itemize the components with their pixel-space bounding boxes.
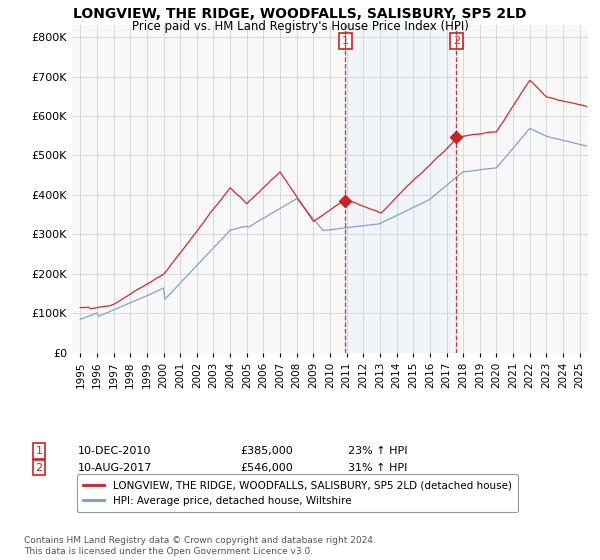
Text: 10-AUG-2017: 10-AUG-2017: [78, 463, 152, 473]
Text: Contains HM Land Registry data © Crown copyright and database right 2024.
This d: Contains HM Land Registry data © Crown c…: [24, 536, 376, 556]
Text: LONGVIEW, THE RIDGE, WOODFALLS, SALISBURY, SP5 2LD: LONGVIEW, THE RIDGE, WOODFALLS, SALISBUR…: [73, 7, 527, 21]
Text: Price paid vs. HM Land Registry's House Price Index (HPI): Price paid vs. HM Land Registry's House …: [131, 20, 469, 32]
Text: 31% ↑ HPI: 31% ↑ HPI: [348, 463, 407, 473]
Bar: [345, 25, 456, 353]
Text: 1: 1: [342, 36, 349, 46]
Text: 23% ↑ HPI: 23% ↑ HPI: [348, 446, 407, 456]
Text: 10-DEC-2010: 10-DEC-2010: [78, 446, 151, 456]
Text: £385,000: £385,000: [240, 446, 293, 456]
Text: 2: 2: [452, 36, 460, 46]
Text: 1: 1: [35, 446, 43, 456]
Legend: LONGVIEW, THE RIDGE, WOODFALLS, SALISBURY, SP5 2LD (detached house), HPI: Averag: LONGVIEW, THE RIDGE, WOODFALLS, SALISBUR…: [77, 474, 518, 512]
Text: £546,000: £546,000: [240, 463, 293, 473]
Text: 2: 2: [35, 463, 43, 473]
